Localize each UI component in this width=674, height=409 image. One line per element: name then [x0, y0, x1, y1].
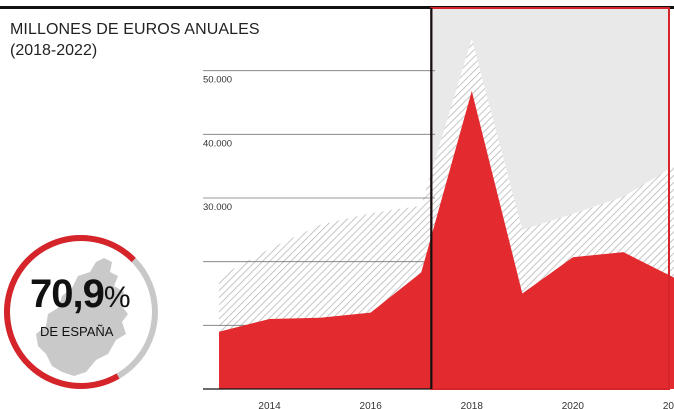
y-tick-label: 40.000 — [203, 138, 232, 149]
madrid-region-map-icon — [36, 258, 128, 376]
x-tick-label: 2018 — [461, 401, 484, 409]
share-badge — [4, 235, 158, 389]
chart-title: MILLONES DE EUROS ANUALES — [10, 21, 260, 38]
share-percent-sign: % — [103, 281, 131, 314]
share-value: 70,9% — [30, 272, 131, 317]
share-number: 70,9 — [30, 272, 105, 316]
chart-subtitle: (2018-2022) — [10, 42, 98, 59]
y-tick-label: 30.000 — [203, 202, 232, 213]
series-area-red — [219, 91, 674, 389]
x-tick-label: 2016 — [360, 401, 383, 409]
x-tick-label: 2022 — [663, 401, 674, 409]
x-tick-label: 2014 — [258, 401, 281, 409]
top-rule — [0, 6, 674, 9]
share-ring-arc — [4, 235, 158, 389]
y-tick-label: 50.000 — [203, 75, 232, 86]
share-label: DE ESPAÑA — [40, 324, 114, 339]
x-tick-label: 2020 — [562, 401, 585, 409]
